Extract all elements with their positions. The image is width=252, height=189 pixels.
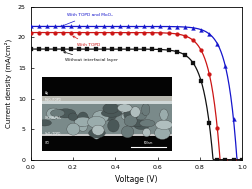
Text: Without interfacial layer: Without interfacial layer [64, 52, 117, 62]
Text: With TOPD: With TOPD [73, 36, 101, 47]
X-axis label: Voltage (V): Voltage (V) [115, 175, 158, 184]
Text: With TOPD and MoOₓ: With TOPD and MoOₓ [60, 13, 113, 27]
Y-axis label: Current density (mA/cm²): Current density (mA/cm²) [5, 39, 12, 128]
